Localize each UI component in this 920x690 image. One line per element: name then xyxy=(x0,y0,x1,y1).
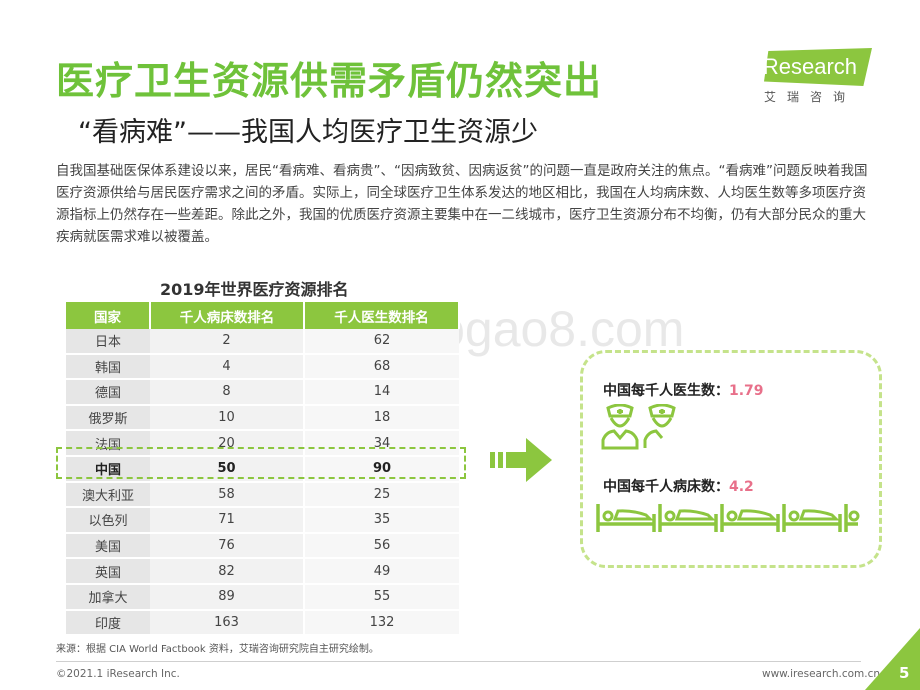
bed-rank-cell: 20 xyxy=(150,430,305,457)
beds-value: 4.2 xyxy=(729,479,754,495)
footer-divider xyxy=(56,661,861,662)
bed-rank-cell: 58 xyxy=(150,481,305,509)
right-arrow-icon xyxy=(490,438,552,482)
doctor-rank-cell: 132 xyxy=(304,609,459,637)
country-cell: 德国 xyxy=(66,379,150,406)
header-doctor-rank: 千人医生数排名 xyxy=(304,302,460,329)
beds-stat: 中国每千人病床数：4.2 xyxy=(603,476,754,496)
doctor-icons xyxy=(601,404,676,450)
doctor-rank-cell: 18 xyxy=(304,404,459,432)
table-row: 加拿大 89 55 xyxy=(66,583,459,611)
doctors-label: 中国每千人医生数： xyxy=(603,383,729,399)
doctor-rank-cell: 56 xyxy=(304,532,459,560)
country-cell: 美国 xyxy=(66,532,150,560)
bed-rank-cell: 8 xyxy=(150,379,305,406)
beds-label: 中国每千人病床数： xyxy=(603,479,729,495)
bed-rank-cell: 4 xyxy=(150,353,305,381)
page-subtitle: “看病难”——我国人均医疗卫生资源少 xyxy=(78,117,538,148)
table-header-row: 国家 千人病床数排名 千人医生数排名 xyxy=(66,302,460,329)
bed-icon-partial xyxy=(844,504,860,532)
country-cell: 加拿大 xyxy=(66,583,150,611)
doctor-rank-cell: 34 xyxy=(304,430,459,457)
table-row: 俄罗斯 10 18 xyxy=(66,404,459,432)
country-cell: 印度 xyxy=(66,609,150,637)
bed-rank-cell: 2 xyxy=(150,329,305,355)
country-cell: 韩国 xyxy=(66,353,150,381)
doctors-stat: 中国每千人医生数：1.79 xyxy=(603,380,764,400)
iresearch-logo: iResearch 艾瑞咨询 xyxy=(758,48,873,110)
page-title: 医疗卫生资源供需矛盾仍然突出 xyxy=(56,59,603,103)
bed-rank-cell: 82 xyxy=(150,558,305,585)
table-row: 印度 163 132 xyxy=(66,609,459,637)
country-cell: 英国 xyxy=(66,558,150,585)
bed-rank-cell: 163 xyxy=(150,609,305,637)
bed-rank-cell: 71 xyxy=(150,507,305,534)
bed-icon xyxy=(658,502,718,534)
table-row: 美国 76 56 xyxy=(66,532,459,560)
bed-icon xyxy=(596,502,656,534)
table-row: 韩国 4 68 xyxy=(66,353,459,381)
doctors-value: 1.79 xyxy=(729,383,764,399)
table-row: 德国 8 14 xyxy=(66,379,459,406)
doctor-rank-cell: 55 xyxy=(304,583,459,611)
doctor-rank-cell: 25 xyxy=(304,481,459,509)
header-bed-rank: 千人病床数排名 xyxy=(150,302,305,329)
table-row: 日本 2 62 xyxy=(66,329,459,355)
doctor-icon xyxy=(643,404,676,448)
doctor-rank-cell: 14 xyxy=(304,379,459,406)
logo-subtext: 艾瑞咨询 xyxy=(764,90,857,104)
country-cell: 俄罗斯 xyxy=(66,404,150,432)
country-cell: 法国 xyxy=(66,430,150,457)
country-cell: 日本 xyxy=(66,329,150,355)
doctor-rank-cell: 62 xyxy=(304,329,459,355)
china-row-highlight xyxy=(56,447,466,479)
bed-icons xyxy=(596,502,860,534)
doctor-rank-cell: 68 xyxy=(304,353,459,381)
website-link[interactable]: www.iresearch.com.cn xyxy=(762,668,881,680)
bed-rank-cell: 89 xyxy=(150,583,305,611)
bed-rank-cell: 10 xyxy=(150,404,305,432)
doctor-icon xyxy=(601,404,639,450)
country-cell: 以色列 xyxy=(66,507,150,534)
bed-icon xyxy=(720,502,780,534)
header-country: 国家 xyxy=(66,302,151,329)
table-title: 2019年世界医疗资源排名 xyxy=(160,280,349,299)
bed-icon xyxy=(782,502,842,534)
stats-panel xyxy=(580,350,882,568)
country-cell: 澳大利亚 xyxy=(66,481,150,509)
logo-text: iResearch xyxy=(758,54,858,79)
source-note: 来源：根据 CIA World Factbook 资料，艾瑞咨询研究院自主研究绘… xyxy=(56,644,379,655)
table-row: 英国 82 49 xyxy=(66,558,459,585)
table-row: 法国 20 34 xyxy=(66,430,459,457)
copyright: ©2021.1 iResearch Inc. xyxy=(56,668,180,680)
table-row: 澳大利亚 58 25 xyxy=(66,481,459,509)
intro-paragraph: 自我国基础医保体系建设以来，居民“看病难、看病贵”、“因病致贫、因病返贫”的问题… xyxy=(56,163,868,245)
corner-triangle xyxy=(865,628,920,690)
bed-rank-cell: 76 xyxy=(150,532,305,560)
page-number: 5 xyxy=(899,664,910,682)
logo-badge xyxy=(764,48,872,86)
doctor-rank-cell: 35 xyxy=(304,507,459,534)
table-row: 以色列 71 35 xyxy=(66,507,459,534)
doctor-rank-cell: 49 xyxy=(304,558,459,585)
